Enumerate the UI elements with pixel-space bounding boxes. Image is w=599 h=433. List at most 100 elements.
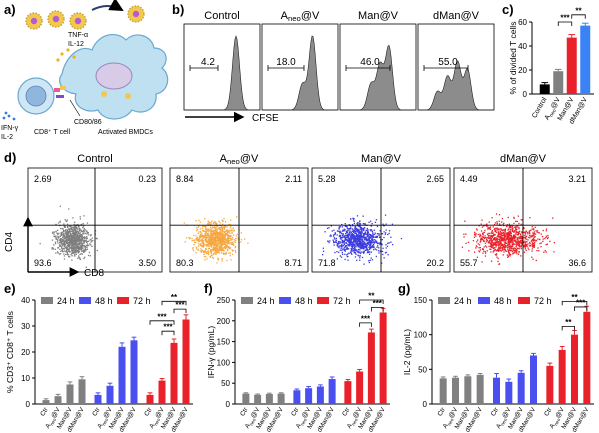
bar: [265, 394, 273, 404]
x-tick-label: Aneo@V: [495, 406, 514, 430]
bar: [277, 393, 285, 404]
panel-b-histograms: b) Control 4.2 Aneo@V 18.0 Man@V 46.0 dMan@V 55…: [172, 2, 495, 124]
bar: [118, 346, 126, 404]
bar: [78, 379, 86, 404]
bar: [566, 37, 577, 94]
significance-stars: ***: [361, 314, 371, 323]
panel-label-g: g): [398, 281, 410, 296]
y-tick-label: 20: [518, 66, 527, 75]
panel-d-scatter: d) Control 2.69 0.23 93.6 3.50 Aneo@V 8.84 2.11…: [4, 150, 593, 279]
significance-stars: **: [571, 293, 578, 302]
bar: [146, 394, 154, 404]
quadrant-q3-value: 71.8: [318, 258, 336, 268]
y-tick-label: 200: [217, 317, 231, 326]
receptor-icon: [56, 95, 64, 98]
label-cd8-t-cell: CD8⁺ T cell: [34, 129, 71, 136]
nucleus-icon: [95, 62, 133, 90]
label-il12: IL-12: [68, 41, 84, 48]
y-axis-label: % CD3⁺ CD8⁺ T cells: [5, 311, 15, 393]
panel-label-f: f): [204, 281, 213, 296]
bar: [106, 385, 114, 404]
significance-bracket: [561, 325, 575, 331]
significance-stars: ***: [175, 301, 185, 310]
bar: [546, 365, 554, 404]
quadrant-q3-value: 55.7: [460, 258, 478, 268]
cfse-axis-label: CFSE: [252, 113, 279, 124]
bar: [170, 342, 178, 404]
significance-stars: **: [171, 293, 178, 302]
legend-label: 48 h: [95, 296, 113, 306]
scatter-title: Control: [77, 153, 112, 165]
pointer-line: [69, 99, 81, 117]
bar: [476, 374, 484, 404]
significance-stars: ***: [157, 312, 167, 321]
bar: [182, 319, 190, 404]
histogram-peak: [263, 35, 337, 111]
significance-bracket: [149, 320, 175, 325]
x-tick-label: Ctr: [143, 406, 154, 418]
legend-swatch: [117, 297, 129, 304]
histogram-peak: [341, 44, 415, 111]
panel-label-d: d): [4, 150, 16, 165]
quadrant-q3-value: 93.6: [34, 258, 52, 268]
y-tick-label: 0: [423, 400, 428, 409]
y-tick-label: 40: [518, 42, 527, 51]
legend-swatch: [438, 297, 450, 304]
y-tick-label: 0: [26, 400, 31, 409]
quadrant-q2-value: 3.21: [568, 174, 586, 184]
y-tick-label: 40: [21, 296, 30, 305]
bar: [505, 381, 513, 404]
nucleus-icon: [25, 85, 47, 107]
bar: [367, 332, 375, 404]
bar: [379, 312, 387, 404]
quadrant-q4-value: 8.71: [284, 258, 302, 268]
cd4-axis-label: CD4: [4, 232, 15, 252]
bar: [94, 394, 102, 404]
bar: [553, 71, 564, 94]
scatter-title: dMan@V: [500, 153, 547, 165]
x-tick-label: Ctr: [490, 406, 501, 418]
y-tick-label: 60: [518, 18, 527, 27]
panel-label-c: c): [502, 2, 514, 17]
y-tick-label: 150: [414, 296, 428, 305]
significance-stars: **: [565, 318, 572, 327]
cd8-axis-label: CD8: [84, 268, 104, 279]
bar: [130, 340, 138, 404]
bar: [493, 377, 500, 404]
nanoparticle-icon: [25, 12, 43, 30]
x-tick-label: Ctr: [437, 406, 448, 418]
x-tick-label: Ctr: [39, 406, 50, 418]
uptake-arrow: [91, 0, 124, 11]
legend-label: 72 h: [133, 296, 151, 306]
histogram-peak: [419, 60, 493, 111]
x-tick-label: Ctr: [290, 406, 301, 418]
bar: [66, 384, 74, 404]
significance-bracket: [574, 306, 588, 311]
bar: [344, 381, 352, 404]
label-cd80-86: CD80/86: [74, 119, 102, 126]
legend-swatch: [279, 297, 291, 304]
histogram-title: Man@V: [358, 10, 399, 22]
cytokine-dots-icon: [2, 111, 16, 121]
y-tick-label: 30: [21, 322, 30, 331]
receptor-icon: [60, 86, 66, 90]
y-tick-label: 0: [226, 400, 231, 409]
significance-bracket: [359, 322, 372, 327]
legend-swatch: [241, 297, 253, 304]
legend-label: 24 h: [454, 296, 472, 306]
significance-bracket: [359, 299, 384, 304]
bar: [464, 376, 472, 404]
histogram-title: Control: [204, 10, 239, 22]
label-tnf: TNF-α: [68, 32, 88, 39]
quadrant-q4-value: 3.50: [138, 258, 156, 268]
legend-swatch: [41, 297, 53, 304]
x-tick-label: Ctr: [239, 406, 250, 418]
legend-swatch: [478, 297, 490, 304]
bar: [583, 311, 591, 404]
y-tick-label: 10: [21, 374, 30, 383]
legend-label: 72 h: [333, 296, 351, 306]
